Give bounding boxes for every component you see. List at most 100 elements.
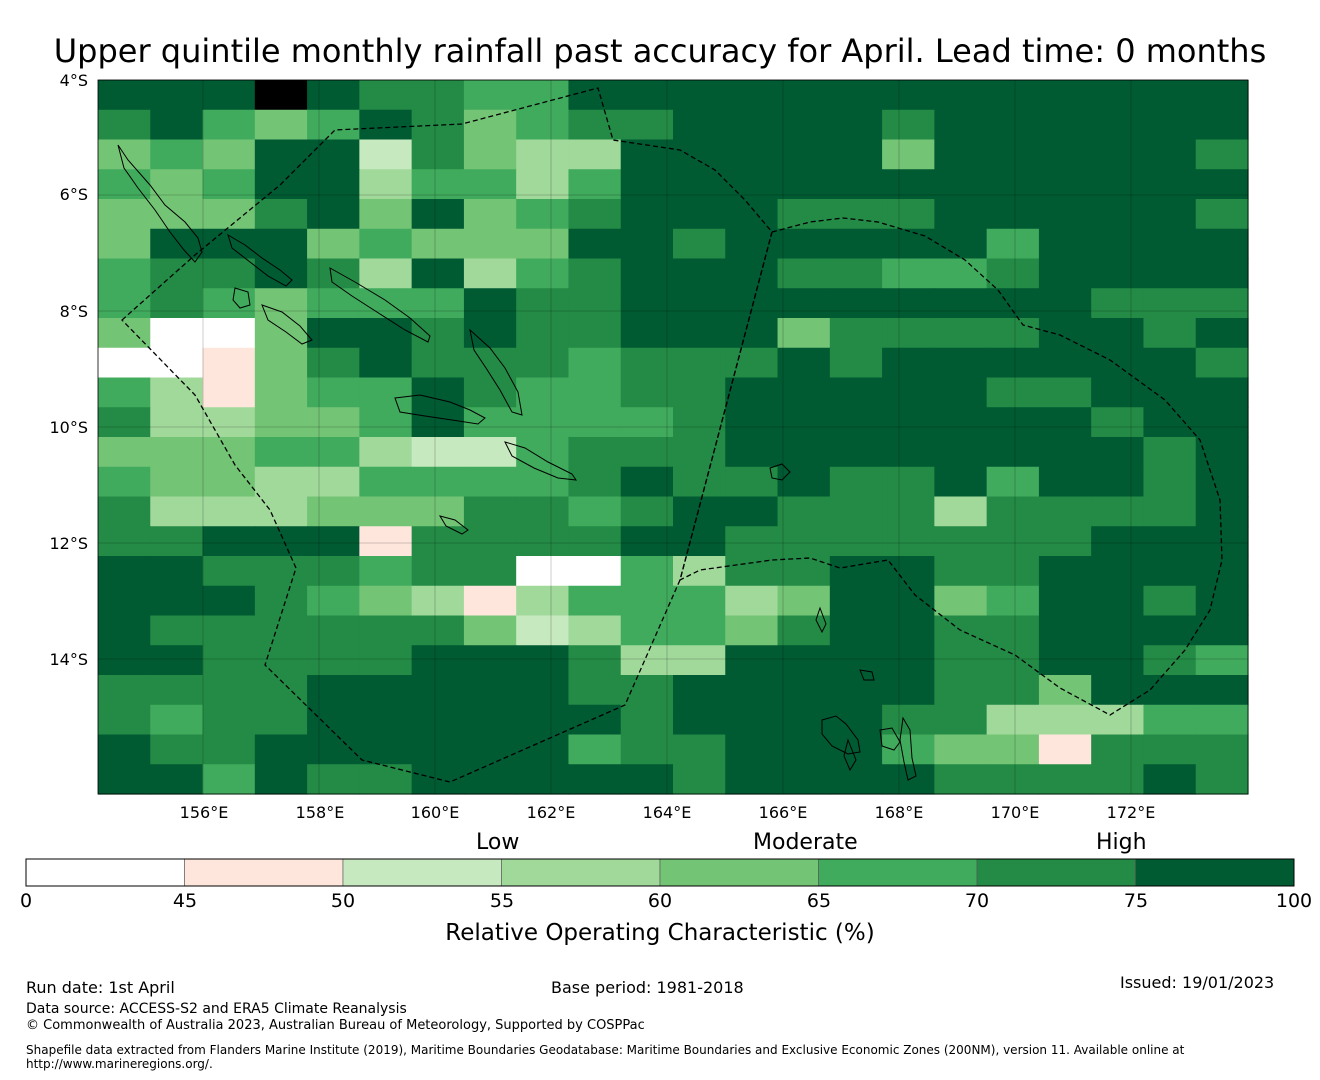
colorbar-tick: 60 <box>647 890 673 912</box>
grid-cell <box>98 704 151 736</box>
grid-cell <box>882 734 935 765</box>
coastline-efate <box>899 716 917 781</box>
grid-cell <box>1038 615 1092 646</box>
lon-label-158e: 158°E <box>295 803 345 822</box>
grid-cell <box>1143 377 1197 408</box>
grid-cell <box>986 407 1040 438</box>
grid-cell <box>829 466 883 498</box>
grid-cell <box>568 585 622 617</box>
grid-cell <box>986 199 1040 230</box>
grid-cell <box>254 228 308 260</box>
grid-cell <box>516 556 570 587</box>
grid-cell <box>673 734 726 765</box>
grid-cell <box>254 258 308 289</box>
grid-cell <box>777 585 831 617</box>
grid-cell <box>202 347 256 379</box>
grid-cell <box>829 347 883 379</box>
grid-cell <box>254 377 308 408</box>
grid-cell <box>202 466 256 498</box>
grid-cell <box>254 288 308 319</box>
grid-cell <box>725 704 779 736</box>
map-title: Upper quintile monthly rainfall past acc… <box>53 32 1267 70</box>
grid-cell <box>359 109 413 141</box>
grid-cell <box>882 139 935 170</box>
grid-cell <box>1143 615 1197 646</box>
shapefile-credit-line2: http://www.marineregions.org/. <box>26 1057 213 1071</box>
grid-cell <box>725 139 779 170</box>
grid-cell <box>1143 675 1197 706</box>
colorbar-tick: 65 <box>806 890 832 912</box>
grid-cell <box>986 675 1040 706</box>
grid-cell <box>202 675 256 706</box>
grid-cell <box>202 615 256 646</box>
grid-cell <box>463 288 517 319</box>
grid-cell <box>882 585 935 617</box>
grid-cell <box>986 228 1040 260</box>
grid-cell <box>986 496 1040 527</box>
grid-cell <box>1091 556 1145 587</box>
grid-cell <box>620 496 674 527</box>
grid-cell <box>150 556 204 587</box>
lat-label-12s: 12°S <box>49 534 88 553</box>
grid-cell <box>359 675 413 706</box>
grid-cell <box>620 347 674 379</box>
grid-cell <box>98 526 151 557</box>
grid-cell <box>1038 347 1092 379</box>
grid-cell <box>725 109 779 141</box>
grid-cell <box>620 556 674 587</box>
grid-cell <box>411 437 465 468</box>
grid-cell <box>725 347 779 379</box>
grid-cell <box>516 288 570 319</box>
grid-cell <box>463 764 517 795</box>
grid-cell <box>1091 437 1145 468</box>
grid-cell <box>986 615 1040 646</box>
grid-cell <box>1143 526 1197 557</box>
grid-cell <box>620 615 674 646</box>
grid-cell <box>1038 764 1092 795</box>
grid-cell <box>777 347 831 379</box>
grid-cell <box>150 258 204 289</box>
grid-cell <box>568 734 622 765</box>
grid-cell <box>516 496 570 527</box>
grid-cell <box>568 675 622 706</box>
grid-cell <box>463 139 517 170</box>
grid-cell <box>1143 258 1197 289</box>
grid-cell <box>150 407 204 438</box>
grid-cell <box>202 139 256 170</box>
grid-cell <box>1091 139 1145 170</box>
grid-cell <box>307 347 360 379</box>
grid-cell <box>777 764 831 795</box>
grid-cell <box>307 704 360 736</box>
grid-cell <box>829 437 883 468</box>
grid-cell <box>1038 556 1092 587</box>
grid-cell <box>463 704 517 736</box>
grid-cell <box>254 526 308 557</box>
grid-cell <box>1143 764 1197 795</box>
grid-cell <box>829 288 883 319</box>
grid-cell <box>1143 169 1197 200</box>
grid-cell <box>673 437 726 468</box>
grid-cell <box>463 585 517 617</box>
colorbar-tick: 50 <box>330 890 356 912</box>
grid-cell <box>934 496 988 527</box>
colorbar-segment <box>501 858 661 887</box>
grid-cell <box>254 466 308 498</box>
grid-cell <box>411 347 465 379</box>
coastline-makira <box>504 441 578 481</box>
grid-cell <box>359 228 413 260</box>
grid-cell <box>307 228 360 260</box>
grid-cell <box>411 288 465 319</box>
grid-cell <box>1195 437 1249 468</box>
grid-cell <box>150 675 204 706</box>
grid-cell <box>934 199 988 230</box>
grid-cell <box>568 228 622 260</box>
grid-cell <box>463 496 517 527</box>
grid-cell <box>673 288 726 319</box>
colorbar-tick: 0 <box>19 890 33 912</box>
coastline-new-georgia-2 <box>261 304 313 345</box>
grid-cell <box>150 615 204 646</box>
eez-vanuatu <box>679 217 1223 716</box>
grid-cell <box>934 437 988 468</box>
grid-cell <box>620 764 674 795</box>
grid-cell <box>882 228 935 260</box>
